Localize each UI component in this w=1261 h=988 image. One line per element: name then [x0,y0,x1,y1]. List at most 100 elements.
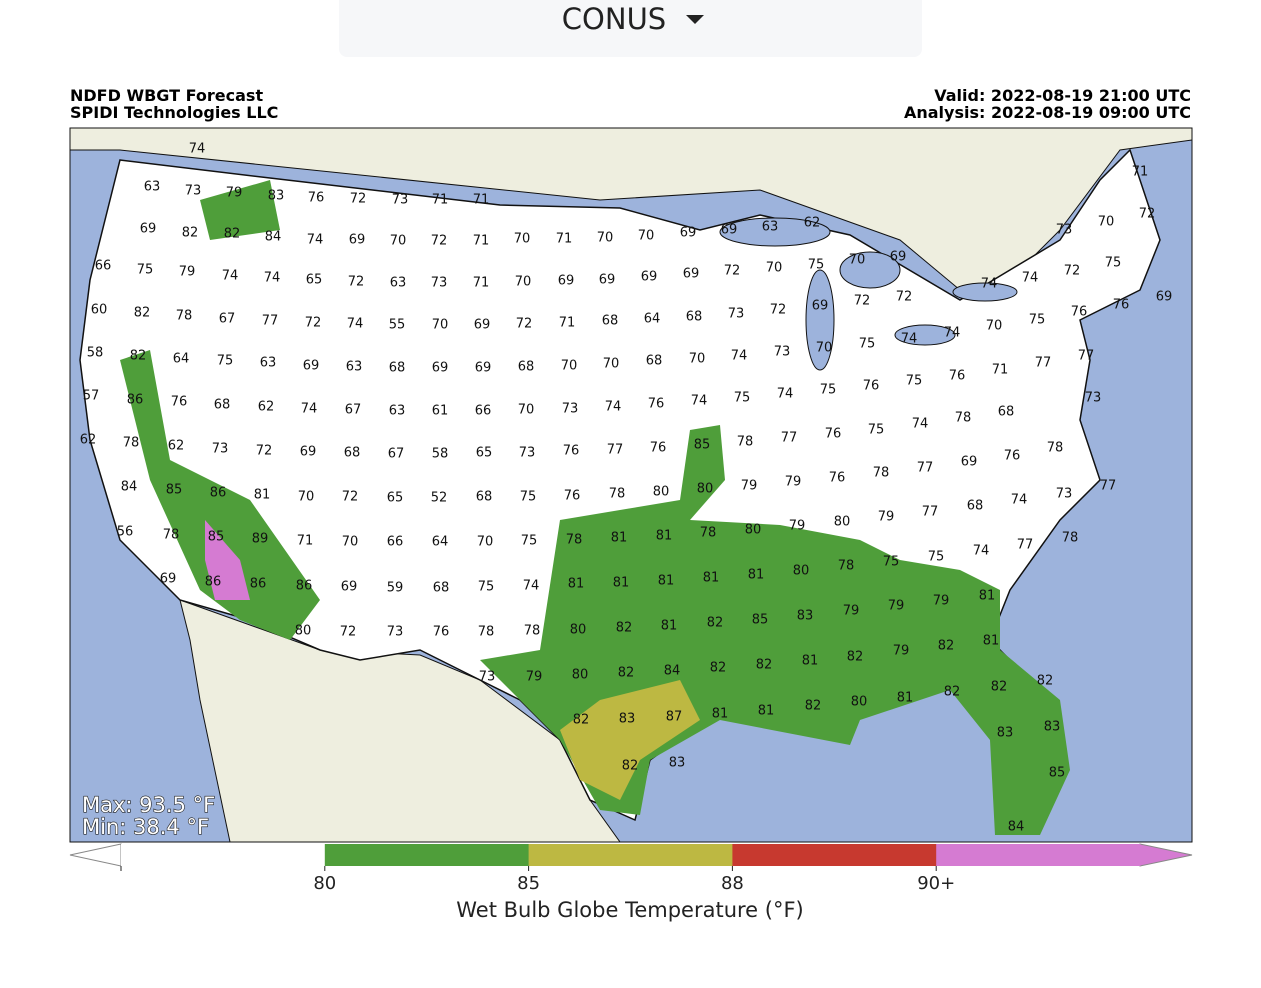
colorbar-tick-label: 80 [313,873,336,894]
station-value: 73 [1056,223,1073,238]
station-value: 70 [766,261,783,276]
station-value: 68 [518,360,535,375]
station-value: 81 [703,571,720,586]
station-value: 62 [80,433,97,448]
station-value: 70 [342,535,359,550]
station-value: 76 [433,625,450,640]
station-value: 70 [298,490,315,505]
station-value: 86 [250,577,267,592]
station-value: 71 [432,193,449,208]
lake [894,324,956,346]
station-value: 74 [973,544,990,559]
region-dropdown[interactable] [339,0,922,57]
station-value: 89 [252,532,269,547]
colorbar-segment [936,844,1141,866]
station-value: 69 [558,274,575,289]
colorbar-extend-low [69,843,122,867]
station-value: 78 [163,528,180,543]
station-value: 81 [658,574,675,589]
station-value: 75 [928,550,945,565]
colorbar-label: Wet Bulb Globe Temperature (°F) [456,898,803,922]
station-value: 69 [475,361,492,376]
station-value: 61 [432,404,449,419]
station-value: 73 [728,307,745,322]
station-value: 72 [516,317,533,332]
station-value: 78 [566,533,583,548]
valid-time: Valid: 2022-08-19 21:00 UTC [934,86,1191,105]
station-value: 79 [893,644,910,659]
station-value: 65 [306,273,323,288]
station-value: 58 [87,346,104,361]
station-value: 74 [981,277,998,292]
station-value: 75 [859,337,876,352]
station-value: 71 [473,234,490,249]
station-value: 71 [559,316,576,331]
map-org: SPIDI Technologies LLC [70,103,278,122]
station-value: 75 [883,555,900,570]
station-value: 76 [1004,449,1021,464]
station-value: 81 [983,634,1000,649]
station-value: 69 [160,572,177,587]
station-value: 74 [301,402,318,417]
colorbar-segment [732,844,937,866]
station-value: 82 [130,349,147,364]
station-value: 63 [346,360,363,375]
dropdown-label[interactable]: CONUS [562,2,666,36]
station-value: 79 [933,594,950,609]
station-value: 72 [342,490,359,505]
station-value: 82 [710,661,727,676]
colorbar-segment [528,844,733,866]
station-value: 78 [1062,531,1079,546]
station-value: 83 [669,756,686,771]
station-value: 86 [205,575,222,590]
station-value: 81 [661,619,678,634]
station-value: 74 [189,142,206,157]
station-value: 71 [473,276,490,291]
station-value: 82 [944,685,961,700]
station-value: 74 [264,271,281,286]
dropdown-caret[interactable] [686,15,704,24]
station-value: 70 [477,535,494,550]
station-value: 68 [967,499,984,514]
station-value: 63 [390,276,407,291]
station-value: 79 [179,265,196,280]
station-value: 69 [303,359,320,374]
station-value: 62 [804,216,821,231]
station-value: 63 [762,220,779,235]
station-value: 79 [888,599,905,614]
station-value: 81 [748,568,765,583]
station-value: 76 [563,444,580,459]
station-value: 82 [622,759,639,774]
station-value: 73 [212,442,229,457]
station-value: 75 [137,263,154,278]
station-value: 76 [829,471,846,486]
station-value: 75 [521,534,538,549]
station-value: 73 [387,625,404,640]
station-value: 69 [474,318,491,333]
station-value: 85 [694,438,711,453]
station-value: 68 [214,398,231,413]
station-value: 68 [998,405,1015,420]
station-value: 75 [808,258,825,273]
station-value: 69 [300,445,317,460]
station-value: 70 [638,229,655,244]
map: 74 63 73 79 83 76 72 73 71 71 69 82 82 84 74 69 70 72 71 70… [70,128,1192,842]
station-value: 80 [745,523,762,538]
map-frame [69,127,1193,843]
station-value: 64 [173,352,190,367]
station-values: 74 63 73 79 83 76 72 73 71 71 69 82 82 84 74 69 70 72 71 70… [80,142,1173,835]
station-value: 78 [838,559,855,574]
station-value: 73 [562,402,579,417]
station-value: 82 [618,666,635,681]
station-value: 83 [997,726,1014,741]
station-value: 72 [896,290,913,305]
station-value: 74 [1022,271,1039,286]
station-value: 71 [1132,165,1149,180]
station-value: 83 [797,609,814,624]
colorbar-tick-label: 90+ [917,873,955,894]
station-value: 78 [700,526,717,541]
station-value: 69 [812,299,829,314]
station-value: 75 [217,354,234,369]
colorbar-segment [324,844,530,866]
station-value: 77 [1100,479,1117,494]
